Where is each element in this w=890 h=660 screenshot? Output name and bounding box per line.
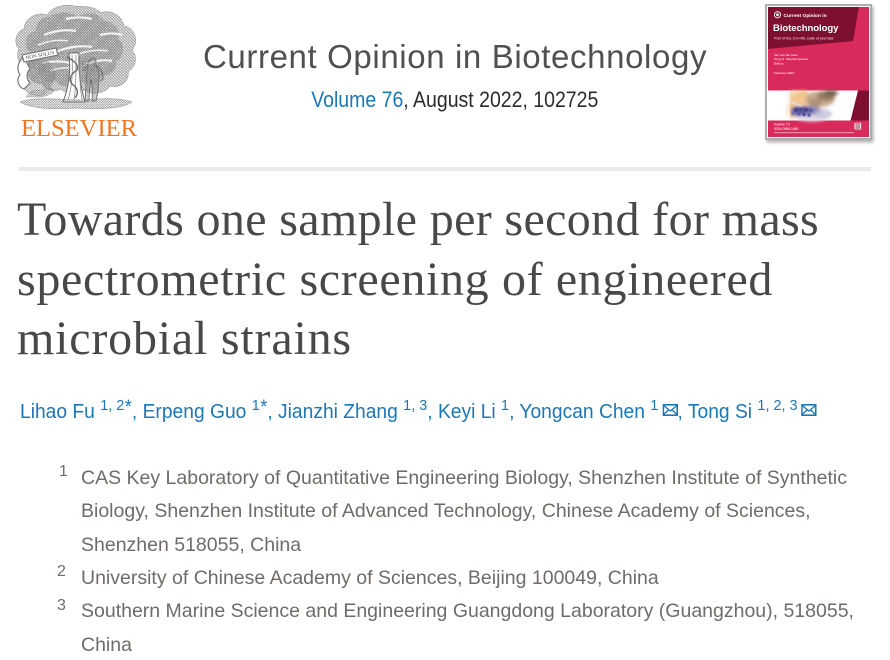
svg-text:ELSEVIER: ELSEVIER <box>21 115 138 140</box>
svg-text:Current Opinion in: Current Opinion in <box>784 13 827 19</box>
svg-text:Part of the CO+RE suite of jou: Part of the CO+RE suite of journals <box>774 37 834 41</box>
svg-text:Volume 73: Volume 73 <box>774 123 790 127</box>
svg-text:February 2022: February 2022 <box>774 71 794 75</box>
svg-text:NON SOLUS: NON SOLUS <box>25 50 55 61</box>
svg-text:Editors: Editors <box>774 61 784 65</box>
svg-text:Jan van der Meer: Jan van der Meer <box>774 53 798 57</box>
svg-text:Greg N. Stephanopoulos: Greg N. Stephanopoulos <box>774 57 809 61</box>
svg-text:Biotechnology: Biotechnology <box>773 23 839 34</box>
svg-text:ISSN 0958-1669: ISSN 0958-1669 <box>774 127 799 131</box>
